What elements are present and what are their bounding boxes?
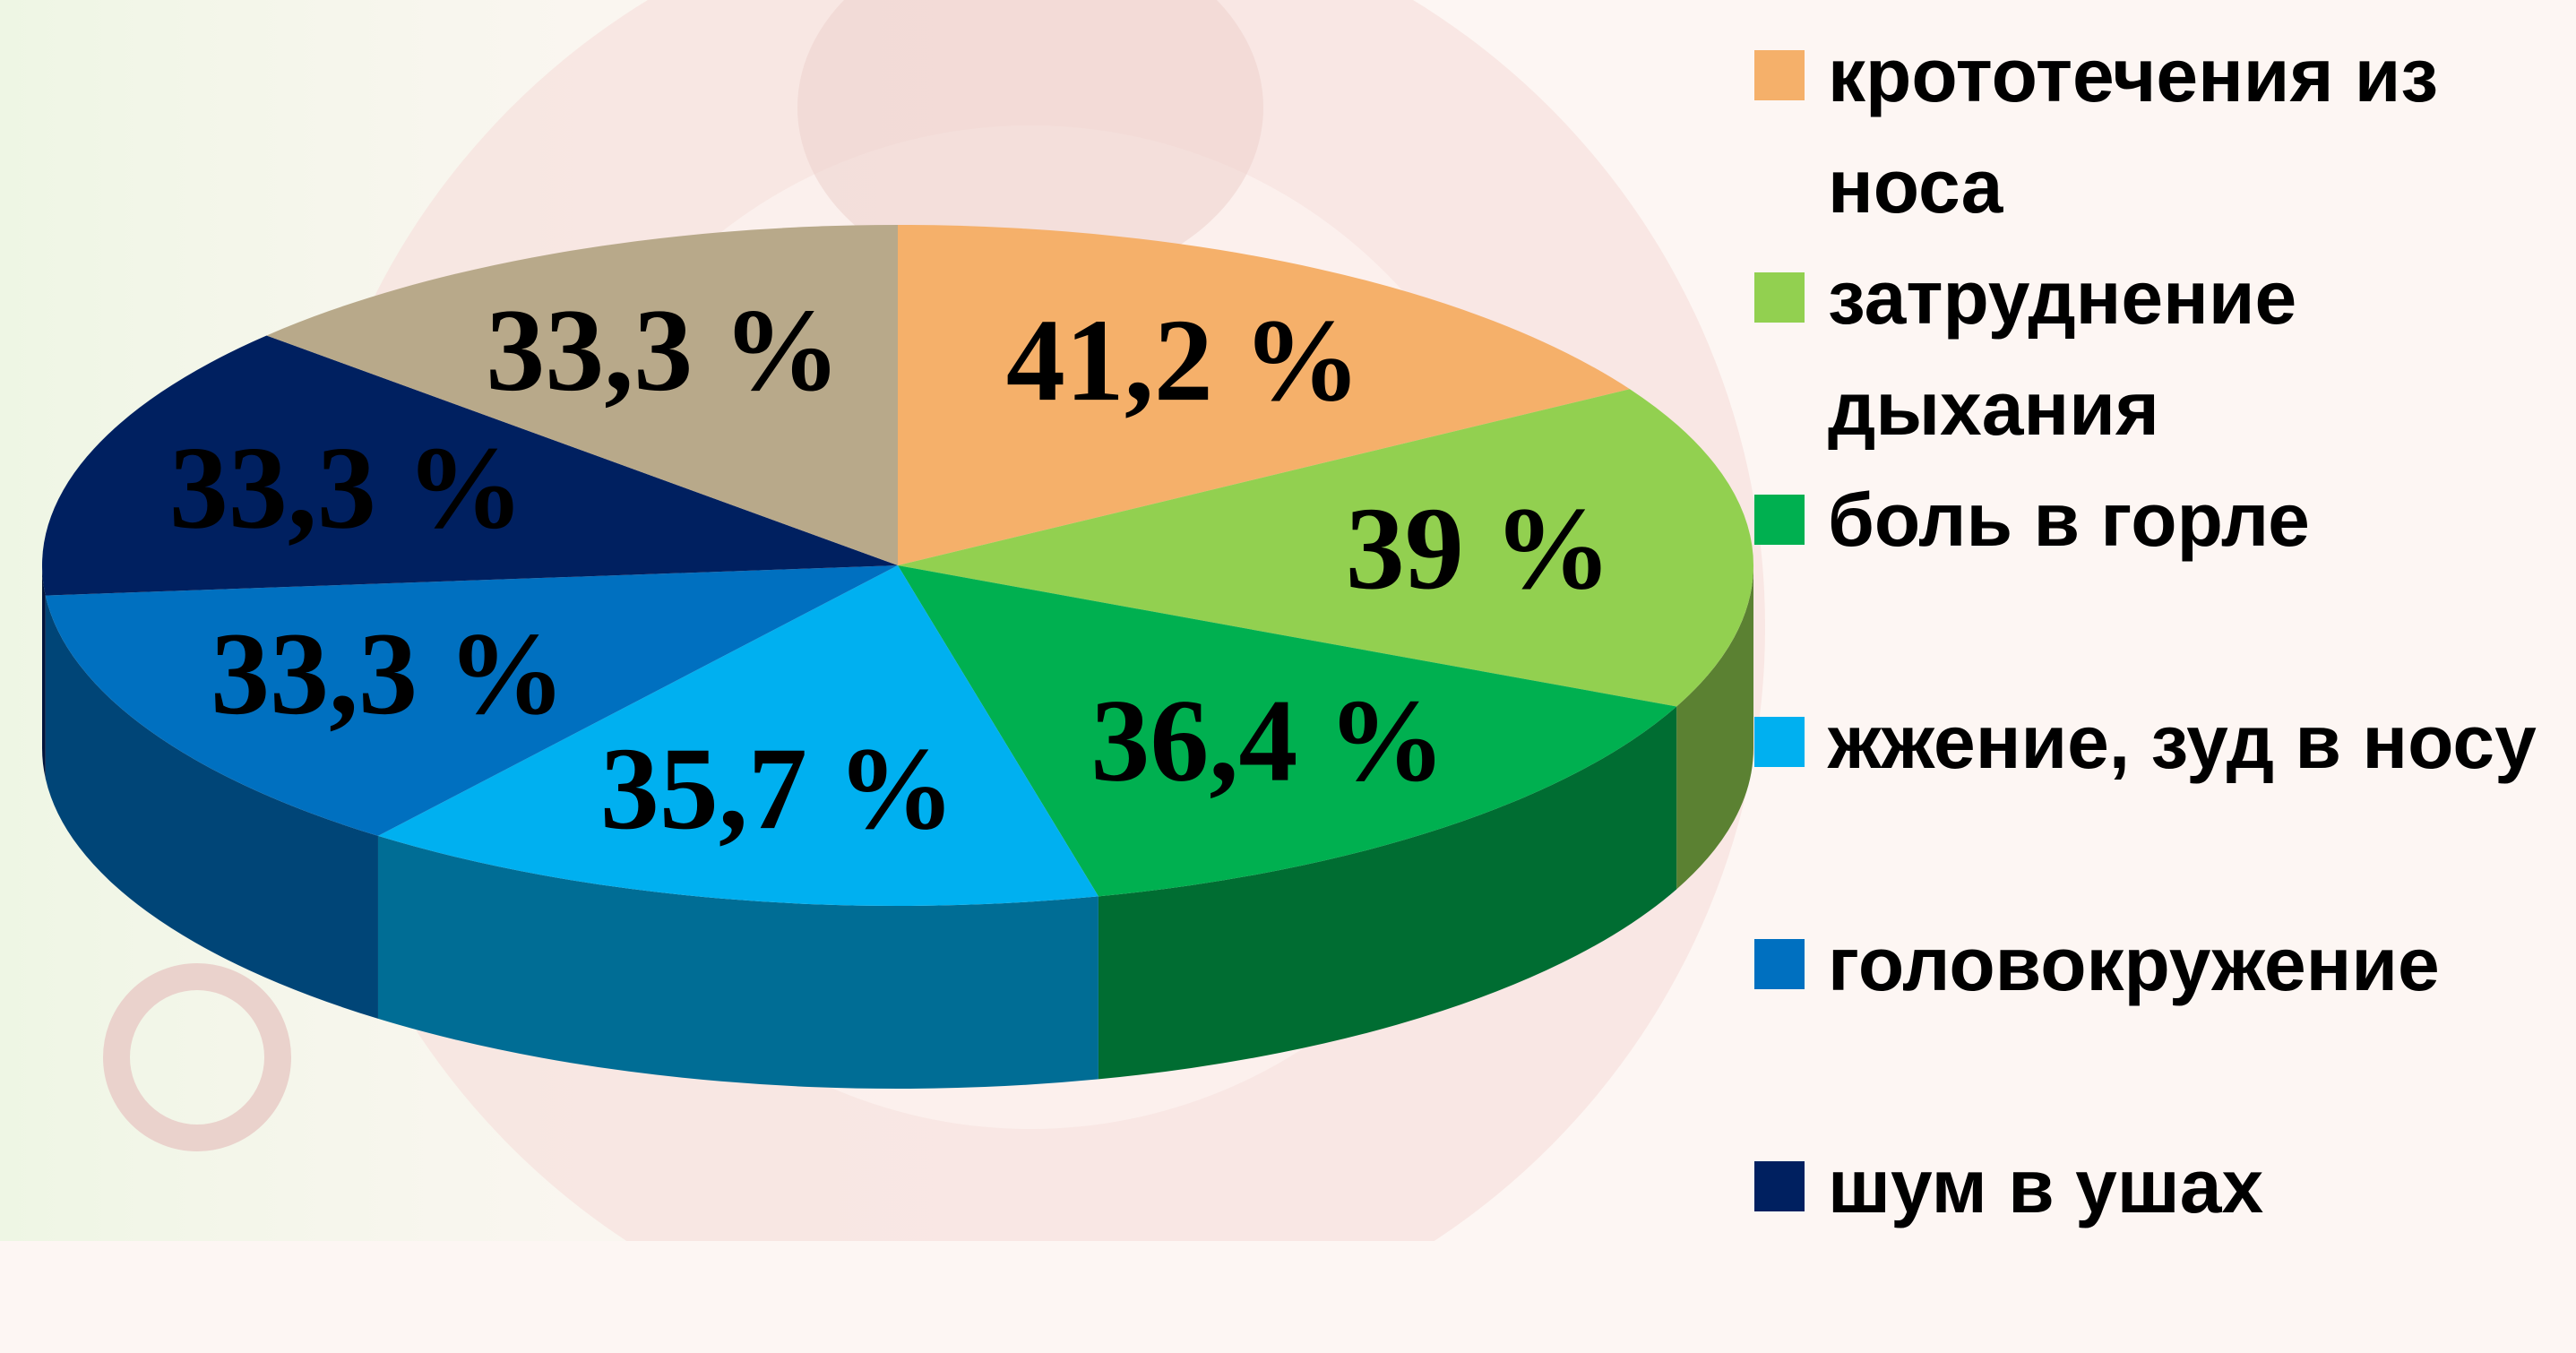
data-label: 33,3 % (486, 284, 840, 416)
legend-label: затруднение дыхания (1828, 242, 2563, 464)
data-label: 33,3 % (211, 608, 565, 739)
data-label: 33,3 % (169, 421, 524, 553)
legend-swatch (1754, 272, 1805, 323)
data-label: 35,7 % (600, 722, 955, 854)
pie-chart: 41,2 %39 %36,4 %35,7 %33,3 %33,3 %33,3 % (0, 0, 1756, 1241)
slice-side (42, 565, 46, 779)
legend-item: шум в ушах (1754, 1131, 2576, 1353)
legend-label: головокружение (1828, 909, 2563, 1020)
legend-label: жжение, зуд в носу (1828, 686, 2563, 797)
page: 41,2 %39 %36,4 %35,7 %33,3 %33,3 %33,3 %… (0, 0, 2576, 1241)
legend-swatch (1754, 939, 1805, 989)
legend-item: жжение, зуд в носу (1754, 686, 2576, 909)
legend-item: головокружение (1754, 909, 2576, 1131)
data-label: 36,4 % (1090, 675, 1445, 806)
legend-swatch (1754, 717, 1805, 767)
legend-label: крототечения из носа (1828, 20, 2563, 242)
legend-item: боль в горле (1754, 464, 2576, 686)
data-label: 39 % (1346, 482, 1612, 614)
legend-label: шум в ушах (1828, 1131, 2563, 1242)
data-label: 41,2 % (1006, 294, 1361, 426)
legend-swatch (1754, 1161, 1805, 1211)
legend-swatch (1754, 50, 1805, 100)
legend-label: боль в горле (1828, 464, 2563, 575)
legend-swatch (1754, 495, 1805, 545)
legend-item: затруднение дыхания (1754, 242, 2576, 464)
legend-item: крототечения из носа (1754, 20, 2576, 242)
